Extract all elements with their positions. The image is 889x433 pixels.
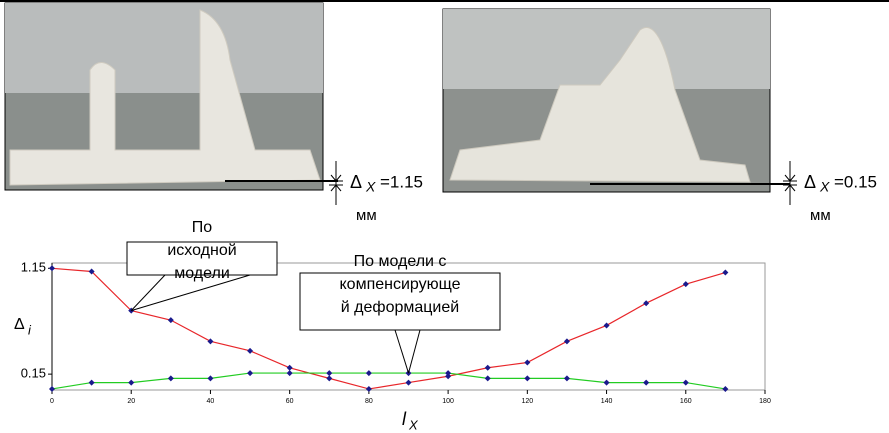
marker [168,375,174,381]
x-tick-label: 0 [50,398,54,405]
page: ΔX=1.15ммΔX=0.15мм 020406080100120140160… [0,0,889,433]
marker [207,338,213,344]
marker [247,370,253,376]
marker [485,375,491,381]
delta: Δ [350,172,362,192]
figure: ΔX=1.15ммΔX=0.15мм 020406080100120140160… [0,0,889,433]
marker [366,386,372,392]
marker [406,380,412,386]
y-label: Δ [14,316,25,333]
marker [485,365,491,371]
x-tick-label: 40 [207,398,215,405]
marker [445,370,451,376]
marker [524,375,530,381]
marker [683,380,689,386]
marker [287,365,293,371]
callout-text: й деформацией [341,299,459,316]
value: =0.15 [834,172,877,191]
y-tick-label: 1.15 [21,260,46,275]
marker [168,317,174,323]
marker [564,375,570,381]
x-tick-label: 100 [442,398,454,405]
marker [287,370,293,376]
marker [722,386,728,392]
callout-text: исходной [167,242,236,259]
marker [207,375,213,381]
marker [326,375,332,381]
marker [49,265,55,271]
x-tick-label: 60 [286,398,294,405]
subscript: X [365,179,376,195]
marker [604,380,610,386]
x-tick-label: 120 [521,398,533,405]
callout-pointer [409,330,421,373]
y-label-sub: i [28,322,32,337]
marker [722,270,728,276]
y-tick-label: 0.15 [21,366,46,381]
subscript: X [819,179,830,195]
callout-text: компенсирующе [339,276,460,293]
value: =1.15 [380,172,423,191]
marker [366,370,372,376]
marker [564,338,570,344]
callout-text: По модели с [354,253,447,270]
marker [49,386,55,392]
photo-right [443,9,790,192]
marker [643,300,649,306]
marker [683,281,689,287]
x-tick-label: 160 [680,398,692,405]
unit: мм [356,207,377,224]
marker [643,380,649,386]
unit: мм [810,207,831,224]
x-tick-label: 80 [365,398,373,405]
x-tick-label: 20 [127,398,135,405]
x-tick-label: 180 [759,398,771,405]
delta: Δ [804,172,816,192]
callout-text: модели [174,265,230,282]
callout-text: По [192,219,213,236]
marker [524,359,530,365]
marker [128,380,134,386]
x-label: l [402,409,407,429]
x-tick-label: 140 [601,398,613,405]
marker [326,370,332,376]
marker [89,380,95,386]
marker [247,348,253,354]
callout-pointer [395,330,409,373]
x-label-sub: X [408,417,419,432]
series-line [52,373,725,389]
marker [604,322,610,328]
photo-left [5,3,338,190]
arrow [329,161,343,205]
